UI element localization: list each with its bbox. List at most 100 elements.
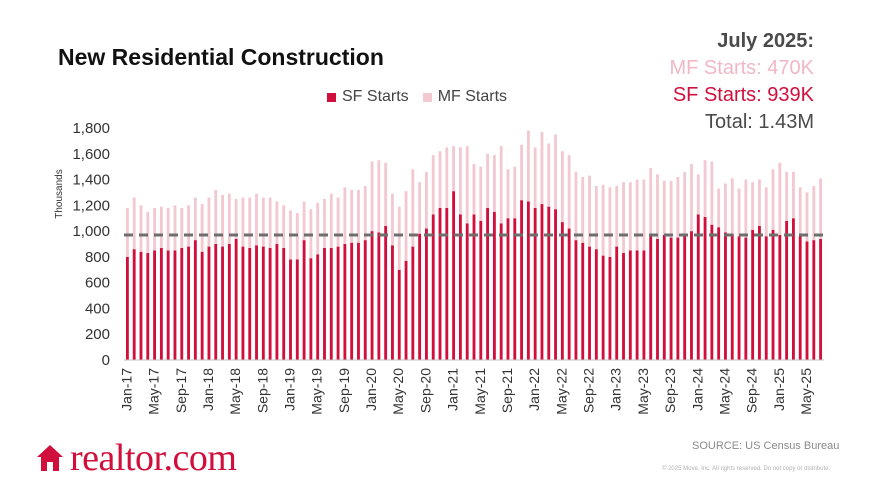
bar-mf-starts [594,186,598,250]
bar-mf-starts [622,182,625,254]
bar-sf-starts [499,223,503,360]
y-tick-label: 1,800 [72,120,110,137]
x-tick-label: Jan-18 [200,368,216,411]
legend-label-sf: SF Starts [342,88,409,105]
bar-sf-starts [676,237,680,360]
bar-sf-starts [785,220,789,360]
bar-sf-starts [560,222,564,360]
bar-sf-starts [805,241,809,360]
bar-mf-starts [173,205,177,251]
bar-mf-starts [363,186,367,241]
bar-sf-starts [628,250,632,360]
bar-mf-starts [316,202,320,255]
bar-sf-starts [125,256,129,360]
bar-mf-starts [567,155,571,229]
bar-mf-starts [411,169,415,247]
x-tick-label: Sep-17 [173,368,189,413]
bar-sf-starts [139,251,143,360]
bar-mf-starts [391,193,394,246]
bar-mf-starts [336,197,340,247]
summary-mf-starts: MF Starts: 470K [669,57,815,79]
bar-sf-starts [132,249,136,360]
bar-mf-starts [588,175,591,247]
bar-sf-starts [445,207,449,360]
bar-mf-starts [234,198,238,239]
bar-mf-starts [193,197,197,241]
bar-sf-starts [540,204,544,360]
bar-sf-starts [187,246,190,360]
bar-sf-starts [506,218,510,360]
y-tick-label: 800 [85,249,110,266]
bar-sf-starts [526,201,530,360]
bar-sf-starts [336,246,340,360]
bar-sf-starts [452,191,456,360]
bar-mf-starts [744,179,748,238]
legend-swatch-sf [327,92,336,102]
bar-sf-starts [261,246,265,360]
x-tick-label: Jan-24 [689,368,705,411]
chart-legend: SF Starts MF Starts [327,88,507,106]
bar-sf-starts [438,207,442,360]
bar-sf-starts [343,244,347,360]
bar-mf-starts [764,187,768,237]
x-tick-label: May-25 [798,368,814,415]
bar-mf-starts [540,131,544,205]
x-tick-label: May-17 [146,368,162,415]
y-tick-label: 600 [85,275,110,292]
bar-mf-starts [139,205,143,252]
bar-mf-starts [397,206,401,270]
bar-mf-starts [506,169,510,219]
bar-mf-starts [377,160,381,233]
bar-sf-starts [268,247,272,360]
bar-mf-starts [207,197,211,247]
y-tick-label: 1,000 [72,223,110,240]
bar-mf-starts [166,207,170,251]
bar-mf-starts [146,211,150,254]
chart-title: New Residential Construction [58,44,384,70]
x-tick-label: Sep-23 [662,368,678,413]
bar-mf-starts [662,180,666,235]
bar-sf-starts [608,256,612,360]
bar-mf-starts [676,176,680,238]
bar-mf-starts [717,188,721,228]
bar-sf-starts [622,253,625,360]
bar-sf-starts [309,258,313,360]
bar-mf-starts [791,171,795,219]
house-icon [37,445,63,471]
bar-mf-starts [438,151,442,208]
bar-mf-starts [669,180,673,238]
bar-mf-starts [275,201,279,244]
x-tick-label: May-21 [472,368,488,415]
bar-sf-starts [275,244,279,360]
x-tick-label: Jan-20 [363,368,379,411]
bar-mf-starts [724,183,727,233]
bar-sf-starts [193,240,197,360]
bar-sf-starts [153,250,157,360]
bar-sf-starts [683,233,687,360]
y-tick-label: 0 [102,352,110,369]
bar-sf-starts [241,246,245,360]
bar-sf-starts [200,251,204,360]
bar-sf-starts [567,228,571,360]
x-tick-label: Jan-21 [445,368,461,411]
bar-mf-starts [581,176,585,243]
bar-mf-starts [805,192,809,242]
bar-sf-starts [615,246,619,360]
source-note: SOURCE: US Census Bureau [692,440,840,452]
bar-sf-starts [588,246,591,360]
bar-mf-starts [615,186,619,247]
bar-sf-starts [581,242,585,360]
bar-sf-starts [791,218,795,360]
bar-mf-starts [370,161,374,232]
bar-sf-starts [329,247,333,360]
brand-name: realtor.com [70,437,237,479]
y-tick-label: 400 [85,300,110,317]
bar-mf-starts [785,171,789,221]
bar-mf-starts [248,197,252,248]
bar-sf-starts [656,238,659,360]
bar-sf-starts [431,214,435,360]
bar-sf-starts [377,232,381,360]
bar-mf-starts [465,146,469,224]
bar-mf-starts [710,161,714,225]
bar-sf-starts [778,234,782,360]
